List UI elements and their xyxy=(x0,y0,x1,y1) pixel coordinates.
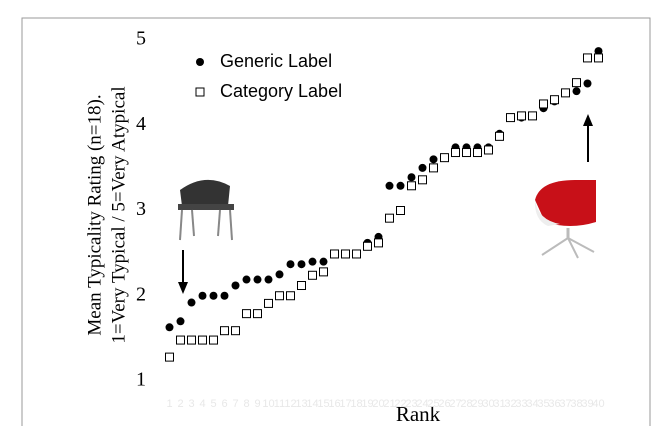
point xyxy=(441,154,449,162)
point xyxy=(584,54,592,62)
point xyxy=(386,182,394,190)
point xyxy=(584,79,592,87)
x-tick-label: 9 xyxy=(254,398,260,410)
point xyxy=(188,299,196,307)
legend-label: Category Label xyxy=(220,81,342,101)
point xyxy=(188,336,196,344)
point xyxy=(353,250,361,258)
x-tick-label: 5 xyxy=(210,398,216,410)
legend-marker xyxy=(196,88,204,96)
point xyxy=(408,182,416,190)
legend-label: Generic Label xyxy=(220,51,332,71)
point xyxy=(364,242,372,250)
point xyxy=(309,258,317,266)
x-tick-label: 1 xyxy=(166,398,172,410)
point xyxy=(551,96,559,104)
point xyxy=(397,182,405,190)
point xyxy=(452,149,460,157)
point xyxy=(386,214,394,222)
point xyxy=(276,270,284,278)
typical-chair-image xyxy=(178,180,234,240)
point xyxy=(529,112,537,120)
y-tick-label: 4 xyxy=(136,113,146,135)
x-tick-label: 7 xyxy=(232,398,238,410)
arrow-up xyxy=(583,114,593,162)
point xyxy=(287,260,295,268)
point xyxy=(265,299,273,307)
x-tick-label: 10 xyxy=(262,398,274,410)
x-tick-label: 40 xyxy=(592,398,604,410)
point xyxy=(177,336,185,344)
point xyxy=(507,114,515,122)
point xyxy=(232,327,240,335)
x-tick-label: 2 xyxy=(177,398,183,410)
y-tick-label: 1 xyxy=(136,369,146,391)
point xyxy=(221,292,229,300)
point xyxy=(331,250,339,258)
point xyxy=(276,292,284,300)
point xyxy=(287,292,295,300)
y-axis-label: Mean Typicality Rating (n=18). xyxy=(84,94,105,335)
point xyxy=(518,112,526,120)
y-tick-label: 5 xyxy=(136,28,146,50)
point xyxy=(199,336,207,344)
point xyxy=(254,310,262,318)
point xyxy=(199,292,207,300)
point xyxy=(177,317,185,325)
point xyxy=(485,146,493,154)
point xyxy=(210,336,218,344)
point xyxy=(298,260,306,268)
point xyxy=(320,268,328,276)
x-tick-label: 4 xyxy=(199,398,205,410)
x-tick-label: 8 xyxy=(243,398,249,410)
point xyxy=(243,276,251,284)
arrow-down xyxy=(178,250,188,294)
point xyxy=(221,327,229,335)
point xyxy=(298,282,306,290)
point xyxy=(309,271,317,279)
point xyxy=(430,164,438,172)
point xyxy=(408,173,416,181)
point xyxy=(265,276,273,284)
legend-marker xyxy=(196,58,204,66)
point xyxy=(540,100,548,108)
point xyxy=(496,132,504,140)
point xyxy=(562,89,570,97)
point xyxy=(595,54,603,62)
point xyxy=(474,149,482,157)
point xyxy=(375,239,383,247)
point xyxy=(320,258,328,266)
point xyxy=(166,323,174,331)
point xyxy=(573,79,581,87)
point xyxy=(166,353,174,361)
atypical-chair-image xyxy=(535,180,596,258)
y-tick-label: 3 xyxy=(136,198,146,220)
y-axis-label: 1=Very Typical / 5=Very Atypical xyxy=(108,86,129,343)
point xyxy=(419,176,427,184)
point xyxy=(463,149,471,157)
x-tick-label: 3 xyxy=(188,398,194,410)
point xyxy=(397,207,405,215)
point xyxy=(430,155,438,163)
y-tick-label: 2 xyxy=(136,283,146,305)
point xyxy=(254,276,262,284)
point xyxy=(210,292,218,300)
chart: Rank Mean Typicality Rating (n=18). 1=Ve… xyxy=(0,0,671,426)
x-tick-label: 6 xyxy=(221,398,227,410)
point xyxy=(243,310,251,318)
point xyxy=(573,87,581,95)
point xyxy=(419,164,427,172)
point xyxy=(342,250,350,258)
point xyxy=(232,282,240,290)
page: {"chart_data": {"type": "scatter", "x_la… xyxy=(0,0,671,426)
